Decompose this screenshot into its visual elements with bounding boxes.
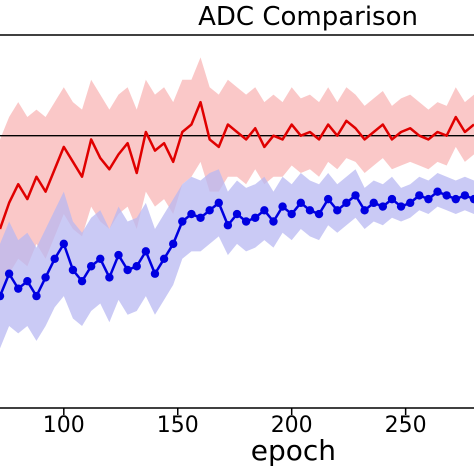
series-1-point (387, 194, 397, 204)
series-1-point (214, 198, 223, 208)
series-1-point (187, 209, 196, 219)
series-1-point (351, 191, 360, 200)
series-0-band (0, 57, 474, 297)
series-1-point (424, 194, 433, 204)
series-1-point (241, 217, 251, 226)
series-1-point (77, 276, 87, 286)
series-1-point (405, 198, 415, 208)
series-1-point (278, 202, 287, 211)
series-1-point (296, 198, 306, 208)
series-1-point (378, 202, 388, 211)
series-1-point (32, 291, 41, 301)
series-1-point (168, 239, 178, 249)
series-1-point (314, 209, 324, 219)
series-1-point (369, 198, 378, 208)
series-1-point (396, 202, 406, 211)
series-1-point (223, 221, 233, 230)
series-1-point (59, 239, 69, 249)
series-1-point (68, 265, 78, 275)
series-1-point (269, 217, 278, 226)
series-0-line (0, 100, 474, 230)
series-1-point (433, 187, 442, 196)
series-1-point (178, 217, 187, 226)
series-1-point (260, 206, 269, 215)
series-1-point (360, 206, 369, 215)
x-tick-label: 150 (157, 413, 199, 438)
x-tick-label: 100 (43, 413, 85, 438)
series-1-point (150, 269, 160, 278)
series-1-point (105, 273, 114, 282)
series-1-point (14, 284, 23, 293)
series-1-point (96, 254, 105, 263)
series-1-point (333, 206, 342, 215)
series-1-point (460, 191, 470, 200)
series-1-point (41, 273, 50, 282)
series-1-point (442, 191, 451, 200)
series-1-point (0, 291, 5, 301)
series-1-point (141, 247, 151, 256)
series-1-point (4, 269, 14, 278)
x-axis-label: epoch (250, 434, 336, 467)
series-1-point (132, 262, 141, 271)
series-1-point (123, 265, 132, 275)
series-1-point (451, 194, 460, 204)
series-1-point (232, 209, 242, 219)
series-1-point (86, 262, 96, 271)
series-1-point (305, 206, 315, 215)
series-1-point (114, 250, 123, 260)
x-tick-label: 250 (385, 413, 427, 438)
chart-title: ADC Comparison (198, 2, 418, 32)
series-1-point (159, 254, 169, 263)
series-1-point (196, 213, 205, 222)
series-1-point (323, 194, 333, 204)
series-1-point (342, 198, 351, 208)
series-1-point (469, 194, 474, 204)
series-1-point (287, 209, 296, 219)
series-1-point (251, 213, 260, 222)
series-1-point (205, 206, 214, 215)
series-1-point (50, 254, 59, 263)
x-tick-label: 200 (271, 413, 313, 438)
series-1-band (0, 169, 474, 349)
series-1-point (415, 191, 424, 200)
series-1-point (23, 276, 32, 286)
